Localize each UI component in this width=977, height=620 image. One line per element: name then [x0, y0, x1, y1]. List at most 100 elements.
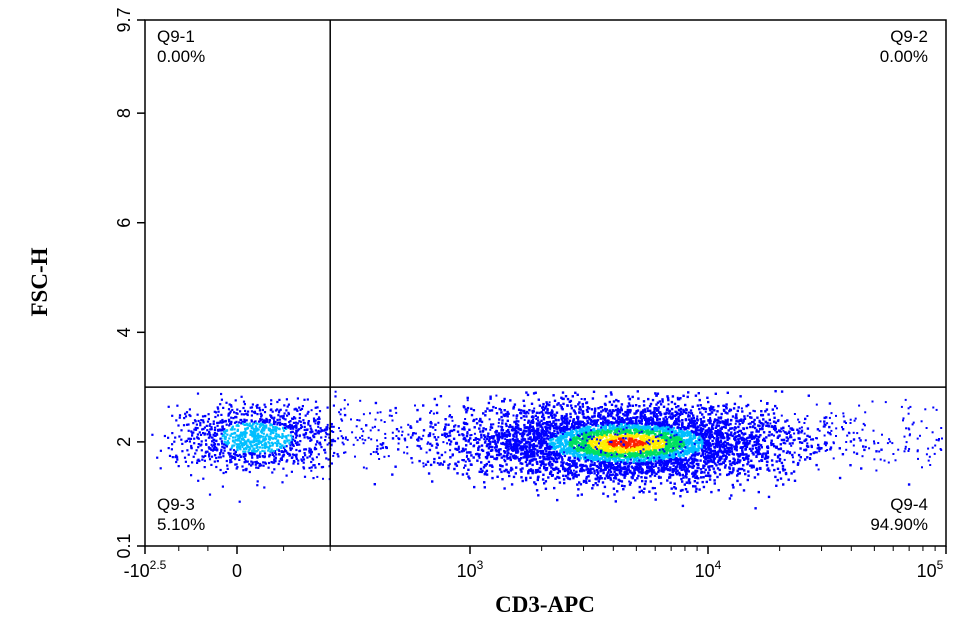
event-point: [506, 415, 509, 418]
event-point: [525, 456, 528, 460]
event-point: [652, 469, 655, 472]
event-point: [575, 431, 579, 434]
event-point: [628, 443, 631, 446]
event-point: [800, 441, 804, 444]
event-point: [654, 444, 657, 447]
event-point: [586, 410, 589, 413]
event-point: [590, 445, 593, 448]
event-point: [644, 444, 647, 447]
event-point: [713, 418, 717, 421]
event-point: [495, 433, 498, 437]
event-point: [701, 446, 704, 449]
event-point: [601, 441, 604, 444]
event-point: [762, 418, 765, 421]
event-point: [696, 440, 699, 443]
event-point: [623, 471, 626, 474]
event-point: [666, 426, 670, 429]
event-point: [542, 414, 545, 417]
event-point: [581, 402, 584, 406]
event-point: [657, 406, 660, 409]
event-point: [560, 464, 563, 467]
event-point: [469, 437, 472, 440]
event-point: [565, 422, 568, 425]
event-point: [510, 428, 514, 431]
event-point: [416, 408, 419, 412]
event-point: [733, 462, 736, 466]
event-point: [660, 453, 664, 456]
event-point: [753, 426, 757, 430]
event-point: [641, 468, 644, 471]
event-point: [600, 452, 603, 455]
event-point: [665, 467, 668, 471]
event-point: [566, 468, 570, 471]
event-point: [718, 442, 721, 445]
event-point: [747, 436, 750, 439]
event-point: [628, 483, 632, 486]
event-point: [504, 422, 508, 426]
event-point: [638, 468, 641, 471]
event-point: [584, 460, 587, 463]
event-point: [707, 413, 710, 416]
event-point: [537, 470, 540, 473]
event-point: [617, 437, 621, 440]
event-point: [549, 447, 553, 450]
event-point: [726, 452, 729, 455]
event-point: [464, 408, 467, 411]
event-point: [484, 428, 488, 431]
event-point: [803, 448, 806, 452]
event-point: [569, 426, 573, 429]
event-point: [712, 452, 716, 456]
event-point: [711, 443, 715, 446]
event-point: [516, 450, 520, 453]
event-point: [428, 432, 432, 435]
event-point: [736, 479, 739, 483]
event-point: [602, 492, 605, 495]
event-point: [684, 408, 688, 411]
event-point: [602, 420, 605, 423]
event-point: [737, 438, 740, 441]
event-point: [659, 403, 663, 406]
event-point: [578, 459, 581, 462]
event-point: [620, 403, 624, 406]
event-point: [701, 406, 704, 410]
event-point: [614, 472, 618, 476]
event-point: [618, 465, 621, 468]
event-point: [560, 417, 563, 420]
event-point: [582, 469, 586, 472]
event-point: [544, 411, 548, 414]
event-point: [584, 416, 587, 420]
event-point: [602, 459, 605, 462]
event-point: [597, 413, 600, 416]
event-point: [610, 429, 613, 433]
event-point: [694, 476, 697, 479]
event-point: [585, 450, 588, 453]
event-point: [701, 420, 705, 423]
event-point: [855, 452, 859, 455]
event-point: [640, 461, 643, 464]
event-point: [703, 464, 706, 468]
event-point: [780, 390, 784, 393]
event-point: [509, 399, 512, 402]
event-point: [635, 432, 639, 436]
event-point: [484, 456, 488, 459]
event-point: [522, 415, 525, 418]
event-point: [531, 471, 534, 475]
event-point: [751, 444, 755, 447]
event-point: [703, 407, 706, 411]
event-point: [467, 475, 470, 478]
event-point: [715, 444, 718, 447]
event-point: [462, 459, 465, 462]
event-point: [515, 414, 518, 418]
event-point: [569, 465, 572, 469]
event-point: [596, 483, 599, 487]
event-point: [501, 419, 504, 422]
event-point: [496, 475, 499, 478]
event-point: [694, 394, 698, 397]
event-point: [638, 464, 641, 467]
event-point: [647, 433, 651, 436]
event-point: [633, 424, 637, 427]
event-point: [713, 445, 716, 449]
event-point: [531, 429, 534, 433]
event-point: [712, 459, 716, 462]
event-point: [662, 464, 666, 468]
